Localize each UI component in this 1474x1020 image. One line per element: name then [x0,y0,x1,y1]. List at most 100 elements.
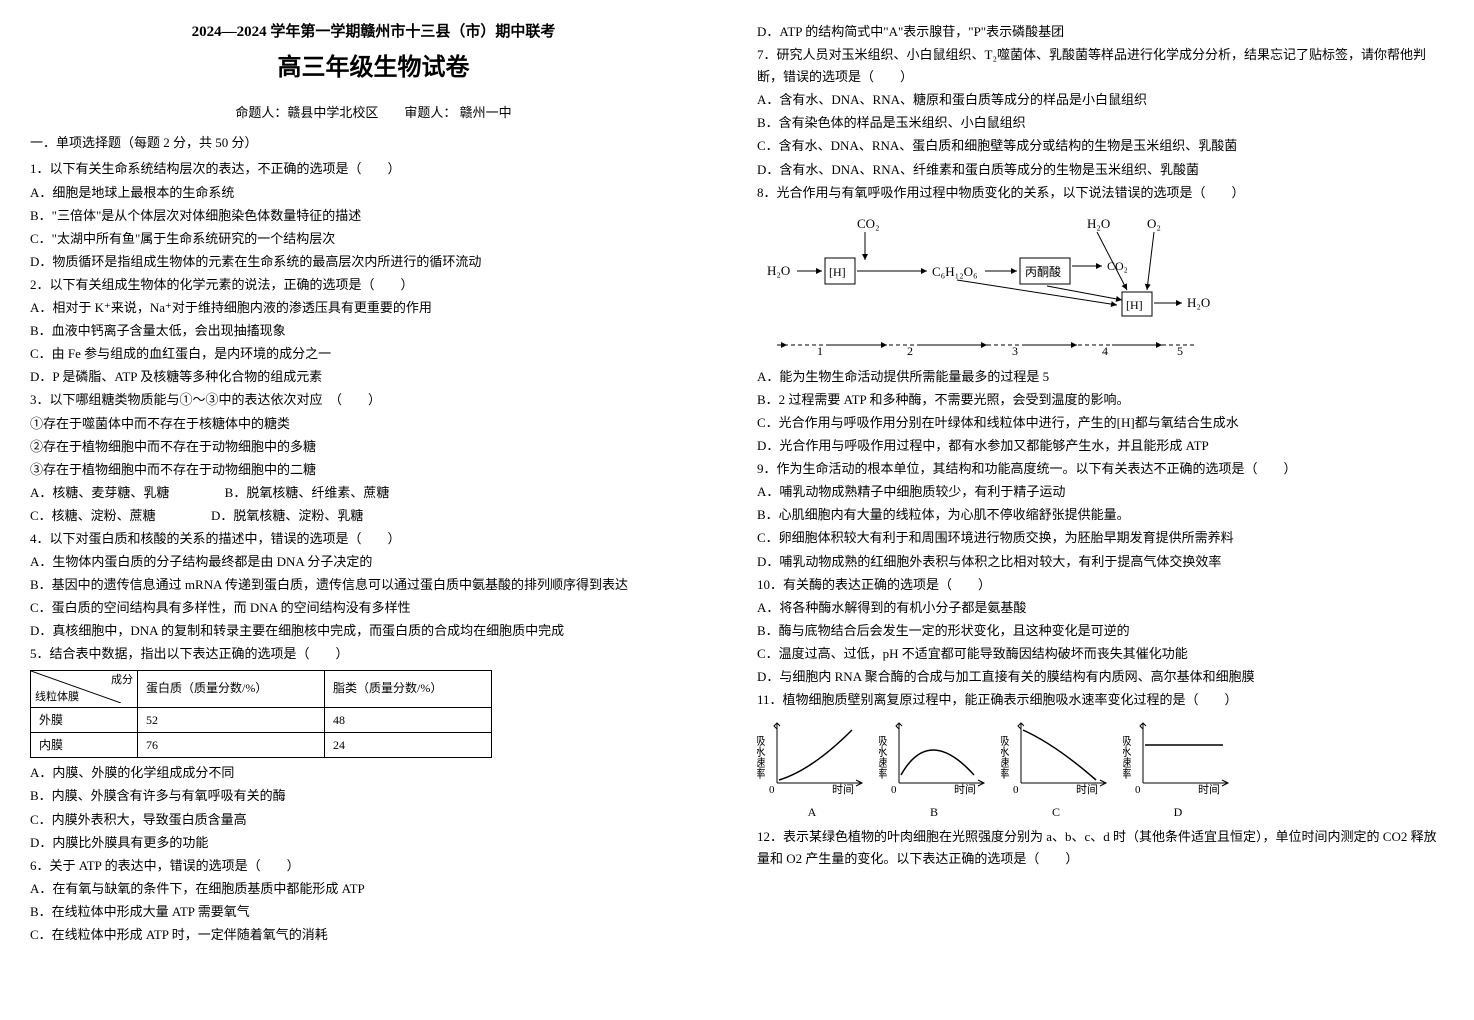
q10-opt-b: B．酶与底物结合后会发生一定的形状变化，且这种变化是可逆的 [757,620,1444,642]
q4-stem: 4．以下对蛋白质和核酸的关系的描述中，错误的选项是（ ） [30,528,717,550]
svg-text:吸水速率: 吸水速率 [1001,735,1010,780]
q8-num-5: 5 [1177,344,1183,358]
q8-num-1: 1 [817,344,823,358]
q3-stem: 3．以下哪组糖类物质能与①～③中的表达依次对应 （ ） [30,389,717,411]
q5-table-diag-cell: 成分 线粒体膜 [31,670,138,707]
q7-stem: 7．研究人员对玉米组织、小白鼠组织、T₂噬菌体、乳酸菌等样品进行化学成分分析，结… [757,44,1444,88]
q5-table-r2c1: 76 [138,732,325,757]
q3-sub1: ①存在于噬菌体中而不存在于核糖体中的糖类 [30,413,717,435]
q8-lbl-h-left: [H] [829,265,846,279]
q7-opt-a: A．含有水、DNA、RNA、糖原和蛋白质等成分的样品是小白鼠组织 [757,89,1444,111]
q2-opt-c: C．由 Fe 参与组成的血红蛋白，是内环境的成分之一 [30,343,717,365]
q5-table-r2c0: 内膜 [31,732,138,757]
q2-opt-d: D．P 是磷脂、ATP 及核糖等多种化合物的组成元素 [30,366,717,388]
q3-opts-row2: C．核糖、淀粉、蔗糖 D．脱氧核糖、淀粉、乳糖 [30,505,717,527]
q12-stem: 12．表示某绿色植物的叶肉细胞在光照强度分别为 a、b、c、d 时（其他条件适宜… [757,826,1444,870]
q6-stem: 6．关于 ATP 的表达中，错误的选项是（ ） [30,855,717,877]
q8-lbl-c6: C₆H₁₂O₆ [932,264,978,279]
q8-lbl-o2: O₂ [1147,216,1161,231]
q8-lbl-h2o-r: H₂O [1187,295,1210,310]
q5-table-r1c1: 52 [138,707,325,732]
section-a-header: 一．单项选择题（每题 2 分，共 50 分） [30,132,717,154]
q5-table-r1c2: 48 [325,707,492,732]
q4-opt-d: D．真核细胞中，DNA 的复制和转录主要在细胞核中完成，而蛋白质的合成均在细胞质… [30,620,717,642]
q11-chart-a: 吸水速率 0 时间 A [757,715,867,822]
svg-text:吸水速率: 吸水速率 [757,735,766,780]
q8-opt-c: C．光合作用与呼吸作用分别在叶绿体和线粒体中进行，产生的[H]都与氧结合生成水 [757,412,1444,434]
svg-text:吸水速率: 吸水速率 [1123,735,1132,780]
q11-label-a: A [757,802,867,822]
svg-text:吸水速率: 吸水速率 [879,735,888,780]
q8-opt-b: B．2 过程需要 ATP 和多种酶，不需要光照，会受到温度的影响。 [757,389,1444,411]
q10-opt-a: A．将各种酶水解得到的有机小分子都是氨基酸 [757,597,1444,619]
svg-text:时间: 时间 [832,783,854,795]
q8-lbl-h2o-left: H₂O [767,263,790,278]
q6-opt-d: D．ATP 的结构简式中"A"表示腺苷，"P"表示磷酸基团 [757,21,1444,43]
q9-opt-b: B．心肌细胞内有大量的线粒体，为心肌不停收缩舒张提供能量。 [757,504,1444,526]
q2-opt-a: A．相对于 K⁺来说，Na⁺对于维持细胞内液的渗透压具有更重要的作用 [30,297,717,319]
q4-opt-c: C．蛋白质的空间结构具有多样性，而 DNA 的空间结构没有多样性 [30,597,717,619]
q8-opt-d: D．光合作用与呼吸作用过程中，都有水参加又都能够产生水，并且能形成 ATP [757,435,1444,457]
q11-chart-d: 吸水速率 0 时间 D [1123,715,1233,822]
q8-lbl-co2: CO₂ [857,216,880,231]
q5-table: 成分 线粒体膜 蛋白质（质量分数/%） 脂类（质量分数/%） 外膜 52 48 … [30,670,492,759]
q3-opt-a: A．核糖、麦芽糖、乳糖 [30,485,169,500]
q10-stem: 10．有关酶的表达正确的选项是（ ） [757,574,1444,596]
svg-text:0: 0 [891,784,897,795]
svg-text:0: 0 [1135,784,1141,795]
q5-opt-b: B．内膜、外膜含有许多与有氧呼吸有关的酶 [30,785,717,807]
q3-opt-c: C．核糖、淀粉、蔗糖 [30,508,156,523]
q11-label-b: B [879,802,989,822]
q8-diagram: CO₂ H₂O O₂ H₂O [H] C₆H₁₂O₆ 丙酮酸 CO₂ [757,210,1444,360]
q4-opt-a: A．生物体内蛋白质的分子结构最终都是由 DNA 分子决定的 [30,551,717,573]
q3-sub2: ②存在于植物细胞中而不存在于动物细胞中的多糖 [30,436,717,458]
q9-opt-d: D．哺乳动物成熟的红细胞外表积与体积之比相对较大，有利于提高气体交换效率 [757,551,1444,573]
q10-opt-c: C．温度过高、过低，pH 不适宜都可能导致酶因结构破坏而丧失其催化功能 [757,643,1444,665]
q9-stem: 9．作为生命活动的根本单位，其结构和功能高度统一。以下有关表达不正确的选项是（ … [757,458,1444,480]
q11-stem: 11．植物细胞质壁别离复原过程中，能正确表示细胞吸水速率变化过程的是（ ） [757,689,1444,711]
q3-opt-d: D．脱氧核糖、淀粉、乳糖 [211,508,363,523]
q3-opts-row1: A．核糖、麦芽糖、乳糖 B．脱氧核糖、纤维素、蔗糖 [30,482,717,504]
q1-opt-a: A．细胞是地球上最根本的生命系统 [30,182,717,204]
q9-opt-c: C．卵细胞体积较大有利于和周围环境进行物质交换，为胚胎早期发育提供所需养料 [757,527,1444,549]
q11-chart-c: 吸水速率 0 时间 C [1001,715,1111,822]
q9-opt-a: A．哺乳动物成熟精子中细胞质较少，有利于精子运动 [757,481,1444,503]
q5-opt-a: A．内膜、外膜的化学组成成分不同 [30,762,717,784]
right-column: D．ATP 的结构简式中"A"表示腺苷，"P"表示磷酸基团 7．研究人员对玉米组… [757,20,1444,947]
q8-opt-a: A．能为生物生命活动提供所需能量最多的过程是 5 [757,366,1444,388]
q8-lbl-pyruvate: 丙酮酸 [1025,264,1061,279]
q5-opt-c: C．内膜外表积大，导致蛋白质含量高 [30,809,717,831]
q10-opt-d: D．与细胞内 RNA 聚合酶的合成与加工直接有关的膜结构有内质网、高尔基体和细胞… [757,666,1444,688]
q8-num-4: 4 [1102,344,1108,358]
left-column: 2024―2024 学年第一学期赣州市十三县（市）期中联考 高三年级生物试卷 命… [30,20,717,947]
q2-stem: 2．以下有关组成生物体的化学元素的说法，正确的选项是（ ） [30,274,717,296]
q5-table-r1c0: 外膜 [31,707,138,732]
q5-table-diag-bottom: 线粒体膜 [35,688,79,707]
svg-text:0: 0 [1013,784,1019,795]
q7-opt-c: C．含有水、DNA、RNA、蛋白质和细胞壁等成分或结构的生物是玉米组织、乳酸菌 [757,135,1444,157]
q1-opt-c: C．"太湖中所有鱼"属于生命系统研究的一个结构层次 [30,228,717,250]
exam-header-line1: 2024―2024 学年第一学期赣州市十三县（市）期中联考 [30,20,717,46]
q1-opt-b: B．"三倍体"是从个体层次对体细胞染色体数量特征的描述 [30,205,717,227]
q8-diagram-svg: CO₂ H₂O O₂ H₂O [H] C₆H₁₂O₆ 丙酮酸 CO₂ [757,210,1217,360]
svg-text:0: 0 [769,784,775,795]
svg-text:时间: 时间 [1076,783,1098,795]
q4-opt-b: B．基因中的遗传信息通过 mRNA 传递到蛋白质，遗传信息可以通过蛋白质中氨基酸… [30,574,717,596]
q3-opt-b: B．脱氧核糖、纤维素、蔗糖 [225,485,390,500]
q8-num-2: 2 [907,344,913,358]
q8-lbl-h2o-top: H₂O [1087,216,1110,231]
q1-stem: 1．以下有关生命系统结构层次的表达，不正确的选项是（ ） [30,158,717,180]
q5-table-r2c2: 24 [325,732,492,757]
q8-num-3: 3 [1012,344,1018,358]
q5-table-diag-top: 成分 [111,671,133,690]
q2-opt-b: B．血液中钙离子含量太低，会出现抽搐现象 [30,320,717,342]
q6-opt-a: A．在有氧与缺氧的条件下，在细胞质基质中都能形成 ATP [30,878,717,900]
authors-line: 命题人：赣县中学北校区 审题人： 赣州一中 [30,102,717,124]
q6-opt-b: B．在线粒体中形成大量 ATP 需要氧气 [30,901,717,923]
q7-opt-b: B．含有染色体的样品是玉米组织、小白鼠组织 [757,112,1444,134]
q11-label-c: C [1001,802,1111,822]
q8-stem: 8．光合作用与有氧呼吸作用过程中物质变化的关系，以下说法错误的选项是（ ） [757,182,1444,204]
q7-opt-d: D．含有水、DNA、RNA、纤维素和蛋白质等成分的生物是玉米组织、乳酸菌 [757,159,1444,181]
q8-lbl-h-right: [H] [1126,298,1143,312]
q5-opt-d: D．内膜比外膜具有更多的功能 [30,832,717,854]
